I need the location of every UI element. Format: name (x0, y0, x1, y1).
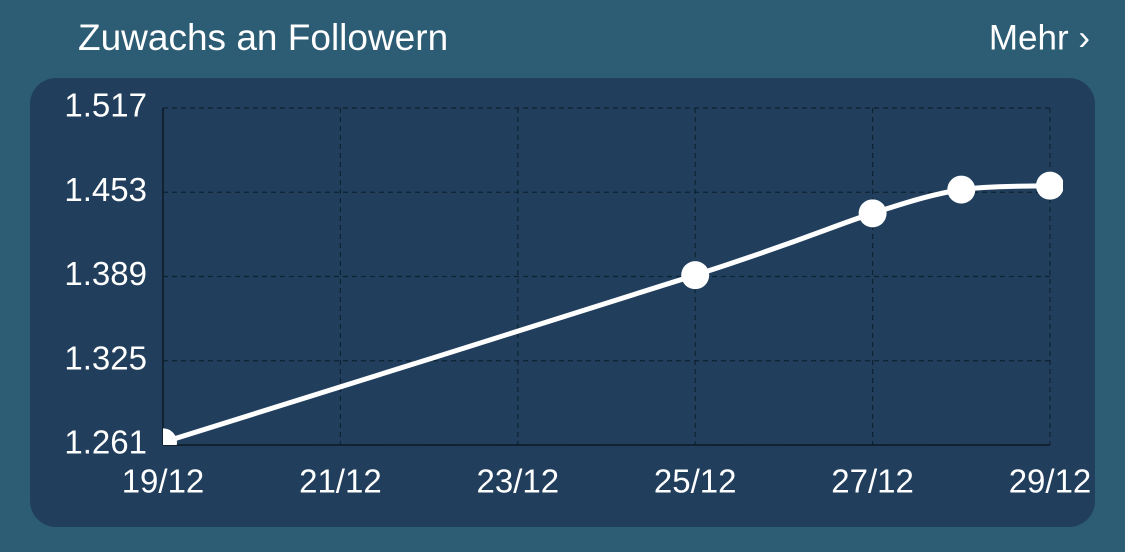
x-tick-label: 27/12 (831, 463, 914, 500)
widget-title: Zuwachs an Followern (78, 17, 448, 58)
x-tick-label: 21/12 (299, 463, 382, 500)
point (947, 175, 976, 204)
chart-card (30, 78, 1095, 527)
y-tick-label: 1.325 (64, 339, 147, 376)
y-tick-label: 1.389 (64, 255, 147, 292)
point (681, 261, 710, 290)
point (1036, 171, 1063, 200)
x-tick-label: 23/12 (477, 463, 560, 500)
x-tick-label: 25/12 (654, 463, 737, 500)
y-tick-label: 1.517 (64, 87, 147, 124)
point (163, 428, 177, 445)
y-tick-label: 1.261 (64, 424, 147, 461)
y-tick-label: 1.453 (64, 171, 147, 208)
point (858, 199, 887, 228)
x-tick-label: 29/12 (1009, 463, 1092, 500)
more-link[interactable]: Mehr › (989, 18, 1090, 57)
x-tick-label: 19/12 (122, 463, 205, 500)
